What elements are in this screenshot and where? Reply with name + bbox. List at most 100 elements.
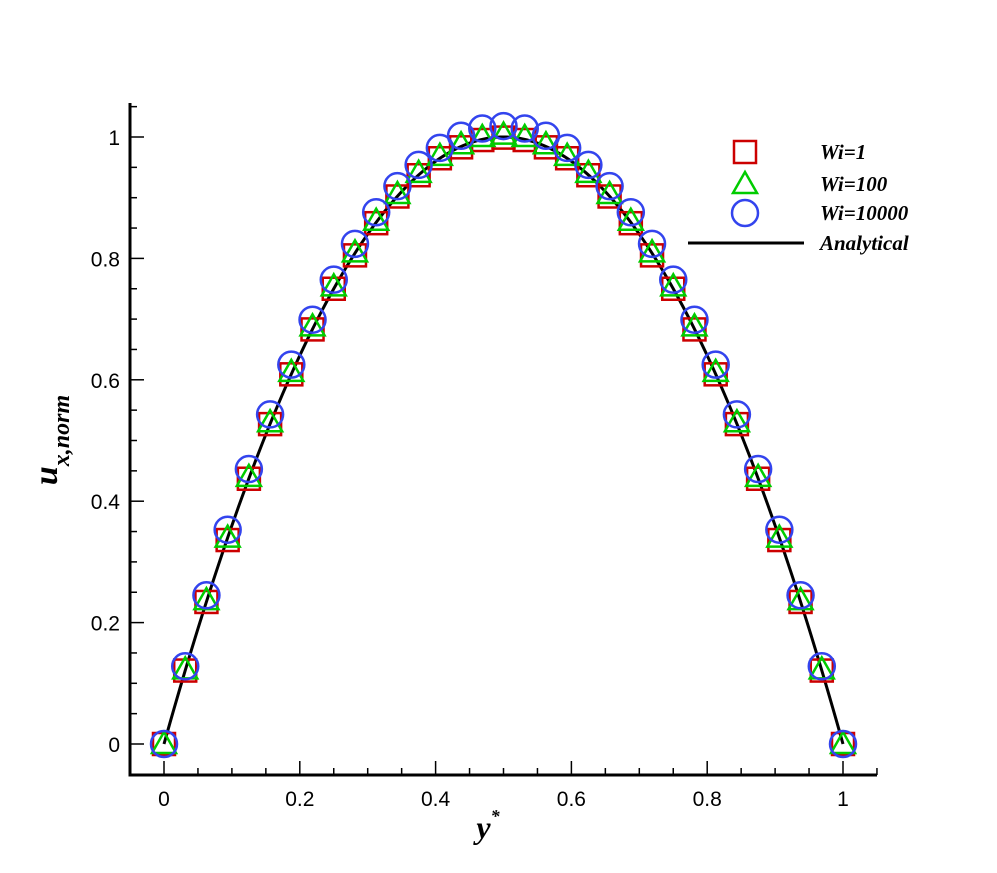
triangle-marker (149, 729, 179, 755)
series-wi-10000 (149, 111, 858, 759)
y-tick-label: 0 (108, 734, 120, 757)
square-marker (215, 527, 240, 553)
legend-circle-swatch (730, 198, 760, 228)
legend-label: Wi=1 (820, 140, 866, 164)
triangle-marker (383, 179, 412, 205)
triangle-marker (765, 523, 794, 548)
x-tick-label: 0.6 (557, 788, 586, 811)
triangle-marker (701, 357, 730, 383)
triangle-marker (425, 141, 454, 167)
square-marker (279, 362, 304, 387)
y-tick-label: 0.8 (91, 248, 120, 271)
square-marker (682, 317, 707, 342)
circle-marker (489, 111, 518, 141)
triangle-marker (574, 158, 603, 184)
circle-marker (722, 400, 752, 429)
circle-marker (659, 265, 688, 294)
circle-marker (255, 400, 285, 429)
square-marker (745, 466, 771, 491)
x-tick-label: 1 (837, 788, 849, 811)
y-tick-label: 1 (108, 127, 120, 150)
triangle-marker (319, 271, 348, 297)
analytical-line (162, 135, 845, 745)
circle-marker (531, 121, 561, 151)
triangle-marker (489, 120, 518, 145)
circle-marker (319, 265, 348, 294)
triangle-marker (277, 357, 306, 383)
triangle-marker (404, 158, 433, 184)
triangle-marker (680, 311, 709, 337)
circle-marker (383, 171, 412, 201)
circle-marker (298, 305, 327, 334)
legend-label: Wi=10000 (820, 201, 909, 225)
triangle-marker (340, 237, 370, 263)
legend-triangle-swatch (730, 169, 760, 195)
circle-marker (828, 729, 858, 759)
circle-marker (510, 114, 539, 143)
triangle-marker (362, 206, 391, 232)
circle-marker (807, 652, 837, 681)
circle-marker (637, 229, 667, 259)
triangle-marker (722, 407, 752, 433)
circle-marker (213, 515, 242, 544)
legend-label: Wi=100 (820, 172, 888, 196)
circle-marker (234, 454, 264, 484)
triangle-marker (255, 407, 285, 433)
x-axis-ticks: 0 0.2 0.4 0.6 0.8 1 (129, 761, 878, 811)
circle-marker (552, 133, 582, 163)
triangle-marker (616, 206, 645, 232)
square-marker (321, 276, 346, 301)
circle-marker (361, 198, 391, 227)
square-marker (597, 184, 622, 209)
triangle-marker (446, 129, 476, 155)
series-wi-100 (149, 120, 858, 755)
triangle-marker (828, 729, 858, 755)
triangle-marker (213, 523, 242, 548)
x-axis-title: y* (472, 806, 500, 845)
plot-frame (128, 103, 877, 777)
triangle-marker (595, 179, 624, 205)
circle-marker (595, 171, 624, 201)
circle-marker (574, 150, 603, 180)
y-tick-label: 0.6 (91, 370, 120, 393)
x-tick-label: 0.8 (693, 788, 722, 811)
square-marker (639, 243, 665, 268)
y-axis-title: ux,norm (28, 395, 75, 485)
circle-marker (446, 121, 476, 151)
square-marker (703, 362, 728, 387)
legend: Wi=1 Wi=100 Wi=10000 Analytical (688, 139, 909, 255)
y-tick-label: 0.4 (91, 491, 121, 514)
square-marker (363, 210, 389, 236)
triangle-marker (234, 462, 264, 488)
triangle-marker (468, 122, 497, 148)
circle-marker (192, 581, 221, 610)
circle-marker (786, 581, 815, 610)
circle-marker (277, 350, 306, 379)
circle-marker (149, 729, 179, 759)
triangle-marker (743, 462, 773, 488)
data-markers (149, 111, 858, 759)
x-tick-label: 0.4 (421, 788, 451, 811)
square-marker (767, 527, 792, 553)
circle-marker (404, 150, 433, 180)
legend-label: Analytical (818, 231, 909, 255)
square-marker (300, 317, 325, 342)
circle-marker (468, 114, 497, 143)
square-marker (257, 411, 283, 437)
y-axis-ticks: 0 0.2 0.4 0.6 0.8 1 (91, 105, 144, 776)
square-marker (342, 243, 368, 268)
circle-marker (340, 229, 370, 259)
square-marker (385, 184, 410, 209)
triangle-marker (298, 311, 327, 337)
triangle-marker (637, 237, 667, 263)
circle-marker (425, 133, 455, 163)
triangle-marker (553, 141, 582, 167)
square-marker (236, 466, 262, 491)
series-wi-1 (151, 125, 856, 757)
triangle-marker (659, 271, 688, 297)
legend-square-swatch (732, 139, 758, 165)
triangle-marker (510, 122, 539, 148)
x-tick-label: 0 (158, 788, 170, 811)
square-marker (724, 411, 750, 437)
